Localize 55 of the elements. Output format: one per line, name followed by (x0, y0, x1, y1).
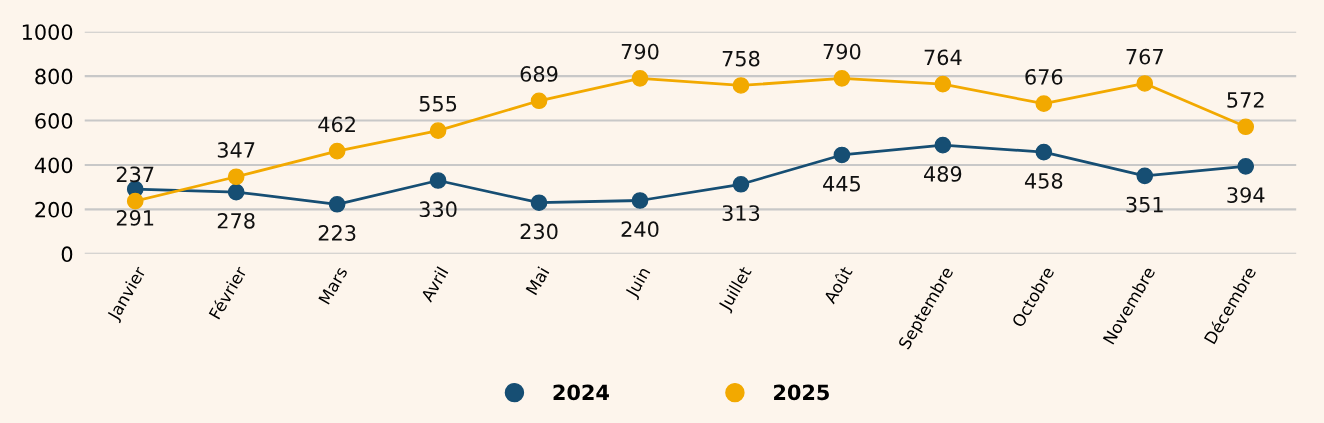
point (328, 195, 346, 213)
legend-label: 2025 (774, 384, 829, 401)
point (1035, 143, 1053, 161)
y-tick-label: 0 (61, 246, 73, 263)
data-label: 291 (116, 210, 154, 226)
point (328, 142, 346, 160)
point (631, 70, 649, 87)
point (227, 183, 245, 201)
point (429, 172, 447, 189)
point (934, 75, 952, 93)
y-tick-label: 400 (34, 157, 73, 174)
data-label: 462 (318, 116, 355, 133)
data-label: 330 (419, 201, 457, 218)
data-label: 758 (722, 50, 760, 67)
point (833, 70, 851, 87)
data-label: 230 (520, 223, 558, 240)
data-label: 445 (823, 176, 860, 192)
data-label: 764 (924, 49, 962, 66)
point (530, 92, 548, 110)
point (934, 136, 952, 154)
y-tick-label: 800 (35, 68, 73, 85)
data-label: 278 (217, 212, 255, 229)
point (833, 146, 851, 164)
point (227, 168, 245, 186)
data-label: 351 (1126, 196, 1163, 213)
data-label: 676 (1025, 68, 1063, 85)
point (1237, 157, 1255, 175)
data-label: 790 (823, 43, 861, 60)
point (530, 194, 548, 212)
data-label: 240 (621, 221, 659, 238)
data-label: 555 (419, 96, 457, 112)
point (126, 192, 144, 210)
data-label: 790 (621, 43, 659, 60)
point (1237, 118, 1255, 136)
data-label: 572 (1227, 92, 1264, 108)
data-label: 394 (1227, 187, 1265, 203)
point (1035, 95, 1053, 113)
point (1136, 75, 1154, 92)
data-label: 313 (722, 205, 760, 221)
y-tick-label: 1000 (22, 24, 73, 40)
data-label: 689 (520, 66, 558, 82)
data-label: 223 (318, 225, 356, 241)
point (429, 122, 447, 139)
y-tick-label: 200 (35, 201, 73, 218)
legend-label: 2024 (553, 384, 609, 401)
point (631, 192, 649, 209)
y-tick-label: 600 (35, 113, 73, 129)
point (1136, 167, 1154, 185)
point (732, 175, 750, 193)
point (732, 77, 750, 94)
data-label: 347 (217, 142, 255, 158)
data-label: 237 (116, 166, 154, 183)
data-label: 767 (1126, 48, 1163, 65)
data-label: 489 (923, 166, 962, 182)
data-label: 458 (1024, 172, 1063, 189)
